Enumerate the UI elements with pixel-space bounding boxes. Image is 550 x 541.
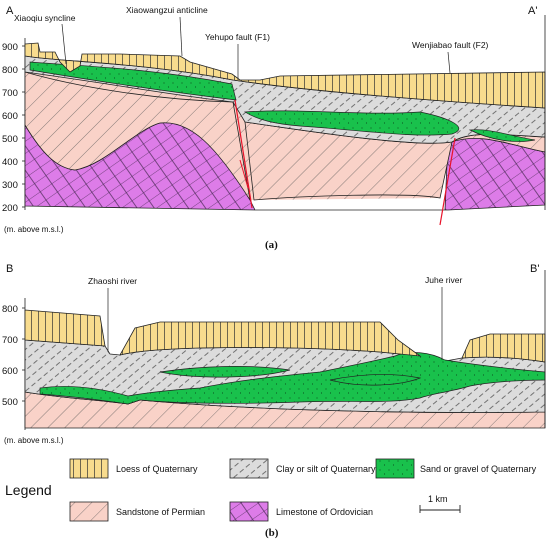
section-b-tick-label: 700	[2, 335, 18, 346]
section-b-caption: (b)	[265, 527, 279, 539]
section-a-tick-label: 700	[2, 88, 18, 99]
section-b-tick-label: 800	[2, 304, 18, 315]
scale-bar: 1 km	[419, 494, 461, 513]
legend: Legend Loess of Quaternary Clay or silt …	[5, 458, 537, 522]
section-b-axis-unit: (m. above m.s.l.)	[4, 436, 64, 445]
legend-swatch-limestone	[229, 501, 269, 522]
legend-swatch-sand	[375, 458, 415, 479]
section-b-river2-label: Juhe river	[425, 275, 462, 285]
section-a-fault2-label: Wenjiabao fault (F2)	[412, 40, 489, 50]
section-b-river1-label: Zhaoshi river	[88, 276, 137, 286]
scale-bar-label: 1 km	[428, 494, 448, 504]
section-a-fault-f2	[439, 137, 456, 226]
section-a-anticline-leader	[179, 16, 183, 57]
section-a-tick-label: 600	[2, 111, 18, 122]
section-b-sand-lens	[329, 374, 422, 386]
legend-label-loess: Loess of Quaternary	[116, 464, 198, 474]
section-a-anticline-label: Xiaowangzui anticline	[126, 5, 208, 15]
legend-label-sand: Sand or gravel of Quaternary	[420, 464, 537, 474]
section-a-tick-label: 900	[2, 42, 18, 53]
section-a-fault-f1-branch	[239, 159, 249, 189]
section-b-sand-network	[39, 352, 546, 405]
section-a-sandstone-body	[24, 71, 251, 201]
legend-label-clay: Clay or silt of Quaternary	[276, 464, 376, 474]
section-b-y-ticks: 800 700 600 500	[2, 304, 25, 408]
section-a-sand-lens	[243, 110, 460, 136]
section-a-tick-label: 800	[2, 65, 18, 76]
section-a: A A' 900 800 700 600 500 400 300 200	[2, 5, 546, 251]
section-b-tick-label: 600	[2, 366, 18, 377]
section-a-tick-label: 300	[2, 180, 18, 191]
legend-swatch-sandstone	[69, 501, 109, 522]
section-b: B B' 800 700 600 500 Zhaoshi river Juhe …	[2, 263, 546, 445]
section-b-loess-left	[24, 309, 106, 347]
legend-label-limestone: Limestone of Ordovician	[276, 507, 373, 517]
section-a-sand-body	[29, 61, 237, 101]
section-b-right-end-label: B'	[530, 263, 539, 275]
section-b-loess-center	[119, 321, 422, 357]
section-a-loess-layer	[24, 42, 546, 109]
section-a-fault-f1	[234, 99, 253, 209]
legend-label-sandstone: Sandstone of Permian	[116, 507, 205, 517]
section-a-syncline-label: Xiaoqiu syncline	[14, 13, 76, 23]
section-a-left-end-label: A	[6, 5, 14, 17]
section-a-syncline-leader	[61, 23, 67, 65]
section-a-tick-label: 500	[2, 134, 18, 145]
section-a-sand-lens	[468, 129, 536, 142]
section-b-tick-label: 500	[2, 397, 18, 408]
section-a-fault2-leader	[447, 51, 451, 74]
section-a-y-ticks: 900 800 700 600 500 400 300 200	[2, 42, 25, 214]
section-b-left-end-label: B	[6, 263, 13, 275]
section-a-tick-label: 200	[2, 203, 18, 214]
section-b-sand-lens	[159, 366, 291, 378]
section-a-caption: (a)	[265, 239, 278, 251]
section-a-tick-label: 400	[2, 157, 18, 168]
legend-title: Legend	[5, 482, 52, 498]
section-b-loess-right	[461, 333, 546, 363]
section-a-axis-unit: (m. above m.s.l.)	[4, 225, 64, 234]
legend-swatch-clay	[229, 458, 269, 479]
legend-swatch-loess	[69, 458, 109, 479]
section-a-fault1-label: Yehupo fault (F1)	[205, 32, 270, 42]
section-a-right-end-label: A'	[528, 5, 537, 17]
